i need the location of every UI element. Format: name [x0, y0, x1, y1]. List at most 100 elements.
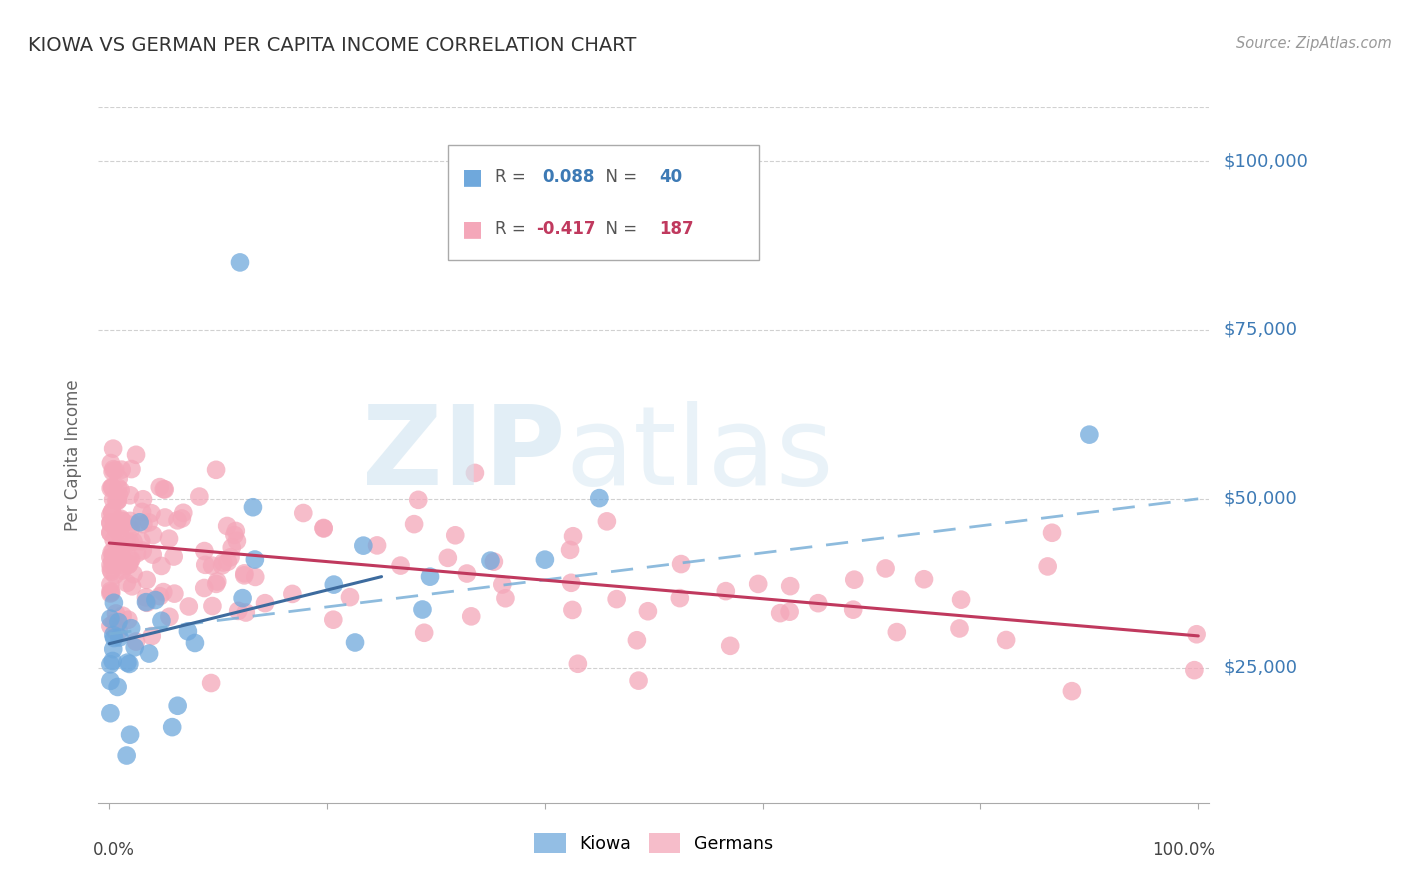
Point — [110, 541, 132, 555]
Point — [131, 505, 153, 519]
Point — [153, 510, 176, 524]
Point — [669, 557, 692, 571]
Point — [479, 553, 502, 567]
Point — [124, 640, 146, 655]
Point — [217, 555, 239, 569]
Point — [224, 528, 246, 542]
Point — [588, 491, 610, 505]
Point — [104, 568, 127, 582]
Point — [437, 550, 460, 565]
Point — [718, 639, 741, 653]
Point — [200, 676, 222, 690]
Point — [157, 532, 180, 546]
Point — [103, 596, 125, 610]
Point — [1078, 427, 1101, 442]
Point — [100, 550, 122, 565]
Point — [160, 720, 183, 734]
Text: R =: R = — [495, 169, 531, 186]
Point — [103, 628, 125, 642]
Point — [207, 574, 229, 589]
Point — [233, 566, 256, 581]
Point — [101, 505, 124, 519]
Text: $75,000: $75,000 — [1223, 321, 1298, 339]
Point — [149, 480, 172, 494]
Point — [747, 577, 769, 591]
Point — [111, 564, 134, 578]
Point — [135, 596, 157, 610]
Point — [110, 529, 132, 543]
Point — [110, 511, 132, 525]
Point — [225, 524, 247, 538]
Point — [912, 572, 935, 586]
Point — [150, 614, 173, 628]
Point — [111, 608, 134, 623]
Point — [103, 616, 125, 631]
Text: N =: N = — [595, 169, 643, 186]
Point — [118, 488, 141, 502]
Point — [132, 543, 155, 558]
Point — [107, 550, 129, 565]
Point — [413, 625, 436, 640]
Point — [111, 514, 134, 528]
Point — [456, 566, 478, 581]
Point — [120, 621, 142, 635]
Point — [111, 551, 134, 566]
Text: atlas: atlas — [565, 401, 834, 508]
FancyBboxPatch shape — [449, 145, 759, 260]
Text: -0.417: -0.417 — [536, 220, 596, 238]
Point — [103, 631, 125, 645]
Point — [103, 642, 125, 657]
Point — [117, 558, 139, 572]
Point — [105, 493, 128, 508]
Point — [950, 592, 973, 607]
Point — [779, 605, 801, 619]
Point — [886, 625, 908, 640]
Point — [482, 555, 505, 569]
Point — [201, 599, 224, 613]
Point — [948, 622, 970, 636]
Point — [138, 516, 160, 530]
Text: 187: 187 — [659, 220, 695, 238]
Point — [120, 554, 142, 568]
Point — [101, 555, 124, 569]
Point — [172, 506, 194, 520]
Text: 0.088: 0.088 — [543, 169, 595, 186]
Point — [107, 680, 129, 694]
Point — [322, 613, 344, 627]
Point — [253, 596, 276, 610]
Point — [100, 516, 122, 530]
Point — [205, 463, 228, 477]
Point — [562, 529, 585, 543]
Point — [242, 500, 264, 515]
Point — [100, 563, 122, 577]
Point — [100, 586, 122, 600]
Point — [135, 573, 157, 587]
Text: 100.0%: 100.0% — [1152, 841, 1215, 859]
Point — [606, 592, 628, 607]
Point — [132, 492, 155, 507]
Point — [152, 585, 174, 599]
Point — [108, 555, 131, 569]
Point — [103, 520, 125, 534]
Point — [1185, 627, 1208, 641]
Point — [411, 602, 433, 616]
Point — [118, 557, 141, 571]
Point — [135, 595, 157, 609]
Point — [637, 604, 659, 618]
Point — [103, 517, 125, 532]
Point — [408, 492, 430, 507]
Point — [101, 442, 124, 456]
Point — [100, 673, 122, 688]
Point — [104, 463, 127, 477]
Point — [235, 606, 257, 620]
Point — [163, 549, 186, 564]
Point — [404, 517, 426, 532]
Point — [104, 624, 127, 638]
Point — [188, 490, 211, 504]
Point — [120, 517, 142, 532]
Point — [142, 548, 165, 562]
Point — [389, 558, 412, 573]
Point — [995, 633, 1018, 648]
Point — [108, 488, 131, 502]
Point — [128, 516, 150, 530]
